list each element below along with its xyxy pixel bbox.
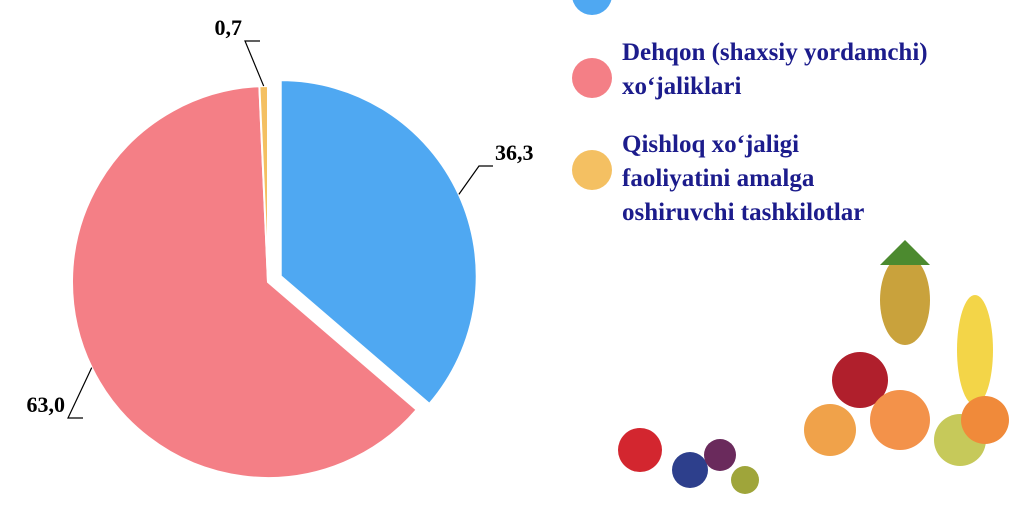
leader-line [68,368,92,418]
legend-marker [572,58,612,98]
legend-label: Qishloq xo‘jaligi faoliyatini amalga osh… [622,128,912,230]
leader-line [459,166,493,194]
leader-line [245,41,264,86]
legend-label: Dehqon (shaxsiy yordamchi) xo‘jaliklari [622,36,1011,104]
data-label: 63,0 [27,392,66,417]
fruit-decoration [618,240,1009,494]
data-label: 36,3 [495,140,534,165]
page: 36,363,00,7 (() => { const data = JSON.p… [0,0,1011,515]
data-label: 0,7 [215,15,243,40]
legend-marker [572,150,612,190]
legend-marker [572,0,612,15]
